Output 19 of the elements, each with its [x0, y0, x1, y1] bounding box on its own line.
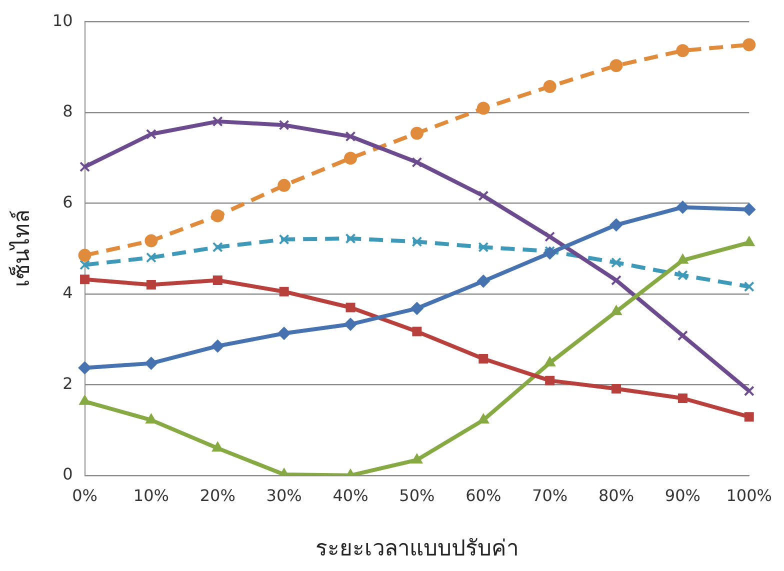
- x-tick-label: 10%: [133, 486, 169, 506]
- x-tick-label: 100%: [726, 486, 772, 506]
- y-tick-label: 2: [62, 374, 73, 393]
- y-tick-label: 6: [62, 192, 73, 212]
- x-axis-title: ระยะเวลาแบบปรับค่า: [315, 536, 518, 562]
- y-tick-label: 0: [62, 464, 73, 484]
- x-tick-label: 90%: [664, 486, 700, 506]
- x-tick-label: 50%: [399, 486, 435, 506]
- x-tick-label: 30%: [266, 486, 302, 506]
- x-tick-label: 70%: [532, 486, 568, 506]
- y-axis-title: เซ็นไทล์: [6, 210, 35, 287]
- y-tick-label: 8: [62, 102, 73, 121]
- x-tick-label: 60%: [466, 486, 502, 506]
- y-tick-label: 4: [62, 283, 73, 302]
- x-tick-label: 0%: [72, 486, 98, 506]
- x-tick-label: 80%: [598, 486, 634, 506]
- x-tick-label: 40%: [332, 486, 368, 506]
- y-tick-label: 10: [52, 10, 73, 30]
- x-tick-label: 20%: [200, 486, 236, 506]
